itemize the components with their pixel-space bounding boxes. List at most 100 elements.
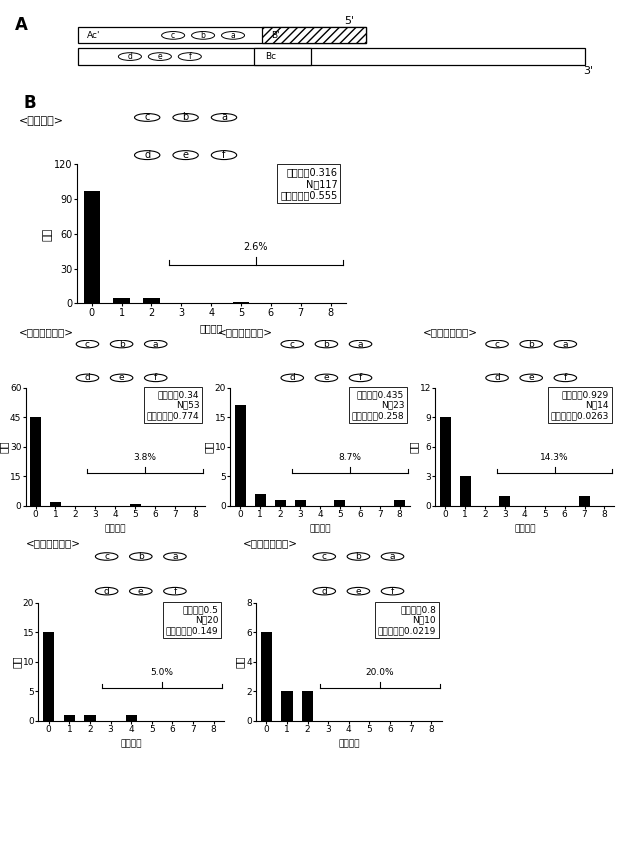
Text: a: a — [221, 112, 227, 122]
Text: e: e — [138, 587, 143, 596]
Circle shape — [347, 553, 370, 561]
Text: c: c — [290, 340, 295, 348]
Bar — [235, 405, 246, 506]
Text: 平均値＝0.8
N＝10
有意確率＝0.0219: 平均値＝0.8 N＝10 有意確率＝0.0219 — [378, 605, 436, 635]
Text: b: b — [529, 340, 534, 348]
Text: <実施例２－１>: <実施例２－１> — [19, 327, 74, 337]
Circle shape — [164, 588, 186, 595]
Bar — [43, 632, 54, 721]
Text: b: b — [138, 552, 143, 561]
Circle shape — [76, 341, 99, 348]
Circle shape — [164, 553, 186, 561]
Bar — [499, 496, 510, 506]
Text: a: a — [358, 340, 364, 348]
Text: f: f — [154, 373, 157, 383]
Circle shape — [145, 341, 167, 348]
Text: 平均値＝0.929
N＝14
有意確率＝0.0263: 平均値＝0.929 N＝14 有意確率＝0.0263 — [550, 390, 609, 420]
Bar — [255, 494, 266, 506]
Text: 3.8%: 3.8% — [134, 454, 157, 463]
Text: <実施例２－３>: <実施例２－３> — [422, 327, 477, 337]
Y-axis label: 個数: 個数 — [43, 228, 52, 240]
Circle shape — [554, 374, 577, 382]
Text: c: c — [495, 340, 500, 348]
Circle shape — [173, 114, 198, 121]
Bar — [125, 715, 137, 721]
Y-axis label: 個数: 個数 — [204, 441, 213, 453]
Circle shape — [95, 588, 118, 595]
Text: b: b — [356, 552, 361, 561]
Bar — [143, 298, 160, 303]
Text: c: c — [171, 31, 175, 40]
Text: a: a — [390, 552, 396, 561]
Text: d: d — [289, 373, 295, 383]
Circle shape — [520, 341, 543, 348]
Text: e: e — [119, 373, 124, 383]
Text: b: b — [324, 340, 329, 348]
Circle shape — [211, 151, 237, 159]
Circle shape — [148, 53, 172, 61]
Text: c: c — [104, 552, 109, 561]
X-axis label: 評価点数: 評価点数 — [120, 739, 142, 749]
Text: d: d — [84, 373, 90, 383]
Text: A: A — [15, 17, 28, 35]
Text: a: a — [563, 340, 568, 348]
Text: c: c — [322, 552, 327, 561]
Text: 5.0%: 5.0% — [150, 668, 173, 678]
Circle shape — [381, 588, 404, 595]
Circle shape — [349, 374, 372, 382]
Circle shape — [486, 341, 508, 348]
Bar — [78, 27, 366, 44]
X-axis label: 評価点数: 評価点数 — [200, 323, 223, 333]
Text: a: a — [230, 31, 236, 40]
Bar — [335, 500, 346, 506]
Text: 2.6%: 2.6% — [244, 243, 268, 252]
Text: B: B — [23, 94, 36, 112]
Circle shape — [281, 374, 303, 382]
Text: 14.3%: 14.3% — [540, 454, 569, 463]
Text: 平均値＝0.5
N＝20
有意確率＝0.149: 平均値＝0.5 N＝20 有意確率＝0.149 — [166, 605, 218, 635]
Text: b: b — [200, 31, 205, 40]
Text: e: e — [157, 52, 162, 61]
Circle shape — [95, 553, 118, 561]
Circle shape — [486, 374, 508, 382]
Y-axis label: 個数: 個数 — [408, 441, 419, 453]
Circle shape — [110, 374, 133, 382]
Circle shape — [281, 341, 303, 348]
Text: 平均値＝0.435
N＝23
有意確率＝0.258: 平均値＝0.435 N＝23 有意確率＝0.258 — [351, 390, 404, 420]
Circle shape — [129, 553, 152, 561]
Bar — [281, 691, 292, 721]
Bar — [260, 632, 272, 721]
Circle shape — [134, 151, 160, 159]
Text: d: d — [321, 587, 327, 596]
Text: b: b — [119, 340, 124, 348]
Text: 20.0%: 20.0% — [365, 668, 394, 678]
X-axis label: 評価点数: 評価点数 — [104, 524, 126, 534]
Bar — [579, 496, 590, 506]
Y-axis label: 個数: 個数 — [0, 441, 8, 453]
Circle shape — [315, 341, 338, 348]
Bar — [302, 691, 313, 721]
Text: d: d — [144, 150, 150, 160]
Text: a: a — [172, 552, 178, 561]
Text: f: f — [173, 587, 177, 596]
Text: 5': 5' — [344, 15, 354, 25]
Bar — [440, 417, 451, 506]
Text: f: f — [391, 587, 394, 596]
Bar — [78, 48, 585, 65]
Circle shape — [347, 588, 370, 595]
Bar — [275, 500, 285, 506]
Text: d: d — [494, 373, 500, 383]
Circle shape — [349, 341, 372, 348]
Circle shape — [173, 151, 198, 159]
Bar — [394, 500, 405, 506]
Circle shape — [221, 31, 244, 40]
Bar — [113, 298, 130, 303]
Text: c: c — [145, 112, 150, 122]
Circle shape — [179, 53, 202, 61]
Y-axis label: 個数: 個数 — [12, 656, 21, 668]
Bar — [130, 504, 141, 506]
Circle shape — [110, 341, 133, 348]
Bar — [460, 476, 470, 506]
Text: B': B' — [271, 31, 280, 40]
Text: d: d — [127, 52, 132, 61]
